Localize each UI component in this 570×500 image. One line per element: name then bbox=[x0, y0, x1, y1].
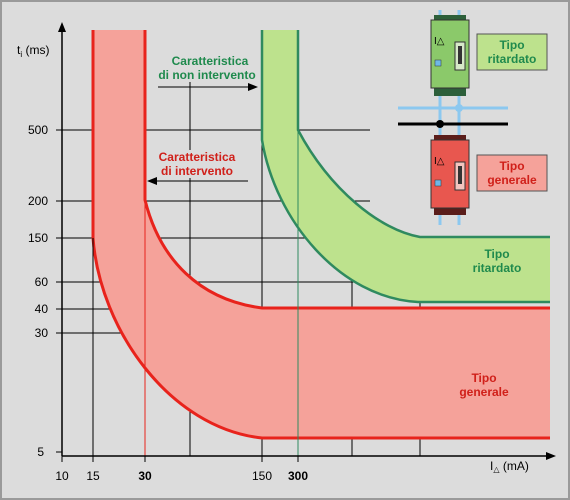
general-band-label-line1: Tipo bbox=[471, 371, 496, 385]
y-axis-label-sub: i bbox=[20, 50, 22, 59]
y-axis-arrow-icon bbox=[58, 22, 66, 32]
y-tick-60: 60 bbox=[35, 275, 49, 289]
x-tick-300: 300 bbox=[288, 469, 308, 483]
non-intervention-annotation: Caratteristica di non intervento bbox=[158, 54, 260, 91]
intervention-annotation: Caratteristica di intervento bbox=[147, 150, 248, 185]
delayed-breaker-icon: I△ bbox=[430, 15, 470, 96]
y-axis-label-main: t bbox=[17, 43, 21, 57]
delayed-band-label-line1: Tipo bbox=[484, 247, 509, 261]
device-legend: I△ I△ Tipo ritardato Tipo generale bbox=[398, 10, 548, 225]
non-intervention-line1: Caratteristica bbox=[172, 54, 249, 68]
arrow-right-icon bbox=[248, 83, 258, 91]
x-tick-150: 150 bbox=[252, 469, 272, 483]
legend-general-line1: Tipo bbox=[499, 159, 524, 173]
y-tick-150: 150 bbox=[28, 231, 48, 245]
legend-delayed-line1: Tipo bbox=[499, 38, 524, 52]
legend-delayed-line2: ritardato bbox=[488, 52, 537, 66]
y-tick-40: 40 bbox=[35, 302, 49, 316]
x-axis-label-main: I bbox=[490, 459, 493, 473]
non-intervention-line2: di non intervento bbox=[158, 68, 255, 82]
y-tick-200: 200 bbox=[28, 194, 48, 208]
junction-dot bbox=[455, 104, 463, 112]
y-axis-label-unit: (ms) bbox=[22, 43, 49, 57]
general-breaker-symbol: I△ bbox=[434, 156, 445, 167]
y-tick-500: 500 bbox=[28, 123, 48, 137]
delayed-type-boundary-upper bbox=[296, 30, 550, 239]
x-axis-label-unit: (mA) bbox=[500, 459, 529, 473]
intervention-line1: Caratteristica bbox=[159, 150, 236, 164]
general-type-boundary-lower bbox=[91, 30, 550, 440]
general-type-boundary-upper bbox=[143, 30, 550, 310]
delayed-breaker-symbol: I△ bbox=[434, 36, 445, 47]
general-band-label-line2: generale bbox=[459, 385, 509, 399]
y-tick-5: 5 bbox=[37, 445, 44, 459]
y-axis-label: ti (ms) bbox=[17, 43, 49, 59]
x-axis-arrow-icon bbox=[546, 452, 556, 460]
junction-dot bbox=[436, 120, 444, 128]
general-breaker-icon: I△ bbox=[430, 135, 470, 215]
legend-general-line2: generale bbox=[487, 173, 537, 187]
intervention-line2: di intervento bbox=[161, 164, 233, 178]
general-type-band bbox=[93, 30, 550, 438]
delayed-type-band bbox=[262, 30, 550, 302]
x-tick-10: 10 bbox=[55, 469, 69, 483]
delayed-band-label-line2: ritardato bbox=[473, 261, 522, 275]
delayed-type-boundary-lower bbox=[260, 30, 550, 304]
x-tick-30: 30 bbox=[138, 469, 152, 483]
legend-delayed-box bbox=[476, 33, 548, 71]
axes bbox=[56, 22, 556, 462]
x-tick-15: 15 bbox=[86, 469, 100, 483]
arrow-left-icon bbox=[147, 177, 157, 185]
x-axis-label: I△ (mA) bbox=[490, 459, 529, 474]
y-tick-30: 30 bbox=[35, 326, 49, 340]
legend-general-box bbox=[476, 154, 548, 192]
